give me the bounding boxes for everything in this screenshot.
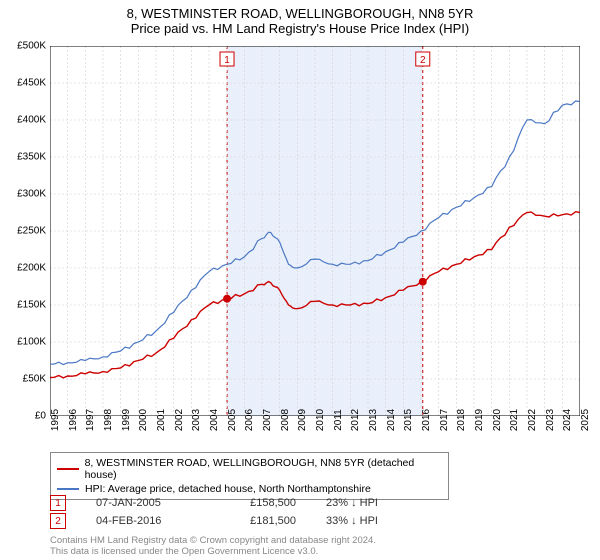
x-axis-label: 1999 bbox=[121, 409, 132, 431]
x-axis-label: 2019 bbox=[474, 409, 485, 431]
y-axis-label: £250K bbox=[17, 226, 46, 237]
x-axis-label: 2003 bbox=[191, 409, 202, 431]
legend-label: 8, WESTMINSTER ROAD, WELLINGBOROUGH, NN8… bbox=[85, 457, 442, 481]
x-axis-label: 1997 bbox=[85, 409, 96, 431]
marker-price: £158,500 bbox=[226, 497, 296, 509]
legend-item: 8, WESTMINSTER ROAD, WELLINGBOROUGH, NN8… bbox=[57, 456, 442, 482]
svg-text:1: 1 bbox=[224, 55, 230, 66]
x-axis-label: 1998 bbox=[103, 409, 114, 431]
x-axis-label: 2010 bbox=[315, 409, 326, 431]
y-axis-label: £150K bbox=[17, 300, 46, 311]
title-block: 8, WESTMINSTER ROAD, WELLINGBOROUGH, NN8… bbox=[0, 0, 600, 36]
marker-hpi-delta: 33% ↓ HPI bbox=[326, 515, 406, 527]
x-axis-label: 1995 bbox=[50, 409, 61, 431]
marker-badge: 2 bbox=[50, 513, 66, 529]
chart-title-address: 8, WESTMINSTER ROAD, WELLINGBOROUGH, NN8… bbox=[0, 6, 600, 21]
x-axis-label: 2012 bbox=[350, 409, 361, 431]
y-axis-label: £0 bbox=[35, 411, 46, 422]
x-axis-label: 2005 bbox=[227, 409, 238, 431]
x-axis-label: 2004 bbox=[209, 409, 220, 431]
chart-title-subtitle: Price paid vs. HM Land Registry's House … bbox=[0, 21, 600, 36]
x-axis-label: 2011 bbox=[333, 409, 344, 431]
legend: 8, WESTMINSTER ROAD, WELLINGBOROUGH, NN8… bbox=[50, 452, 449, 500]
x-axis-label: 1996 bbox=[68, 409, 79, 431]
x-axis-label: 2008 bbox=[280, 409, 291, 431]
marker-data-row: 2 04-FEB-2016 £181,500 33% ↓ HPI bbox=[50, 513, 406, 529]
x-axis-label: 2018 bbox=[456, 409, 467, 431]
legend-swatch bbox=[57, 468, 79, 470]
x-axis-label: 2007 bbox=[262, 409, 273, 431]
x-axis-label: 2009 bbox=[297, 409, 308, 431]
legend-item: HPI: Average price, detached house, Nort… bbox=[57, 482, 442, 496]
y-axis-label: £100K bbox=[17, 337, 46, 348]
x-axis-label: 2013 bbox=[368, 409, 379, 431]
marker-hpi-delta: 23% ↓ HPI bbox=[326, 497, 406, 509]
x-axis-label: 2024 bbox=[562, 409, 573, 431]
legend-label: HPI: Average price, detached house, Nort… bbox=[85, 483, 371, 495]
price-chart: 12 bbox=[50, 46, 580, 416]
x-axis-label: 2001 bbox=[156, 409, 167, 431]
marker-date: 04-FEB-2016 bbox=[96, 515, 196, 527]
x-axis-label: 2002 bbox=[174, 409, 185, 431]
footnote-line2: This data is licensed under the Open Gov… bbox=[50, 546, 376, 557]
x-axis-label: 2016 bbox=[421, 409, 432, 431]
x-axis-label: 2014 bbox=[386, 409, 397, 431]
x-axis-label: 2023 bbox=[545, 409, 556, 431]
y-axis-label: £500K bbox=[17, 41, 46, 52]
footnote-line1: Contains HM Land Registry data © Crown c… bbox=[50, 535, 376, 546]
x-axis-label: 2000 bbox=[138, 409, 149, 431]
y-axis-label: £350K bbox=[17, 152, 46, 163]
footnote: Contains HM Land Registry data © Crown c… bbox=[50, 535, 376, 558]
y-axis-label: £450K bbox=[17, 78, 46, 89]
y-axis-label: £200K bbox=[17, 263, 46, 274]
x-axis-label: 2025 bbox=[580, 409, 591, 431]
legend-swatch bbox=[57, 488, 79, 490]
marker-price: £181,500 bbox=[226, 515, 296, 527]
x-axis-label: 2017 bbox=[439, 409, 450, 431]
chart-area: 12 £0£50K£100K£150K£200K£250K£300K£350K£… bbox=[50, 46, 580, 416]
y-axis-label: £300K bbox=[17, 189, 46, 200]
x-axis-label: 2022 bbox=[527, 409, 538, 431]
svg-text:2: 2 bbox=[420, 55, 426, 66]
marker-badge: 1 bbox=[50, 495, 66, 511]
x-axis-label: 2015 bbox=[403, 409, 414, 431]
marker-data-row: 1 07-JAN-2005 £158,500 23% ↓ HPI bbox=[50, 495, 406, 511]
y-axis-label: £50K bbox=[23, 374, 46, 385]
marker-date: 07-JAN-2005 bbox=[96, 497, 196, 509]
x-axis-label: 2020 bbox=[492, 409, 503, 431]
chart-container: 8, WESTMINSTER ROAD, WELLINGBOROUGH, NN8… bbox=[0, 0, 600, 560]
x-axis-label: 2006 bbox=[244, 409, 255, 431]
x-axis-label: 2021 bbox=[509, 409, 520, 431]
y-axis-label: £400K bbox=[17, 115, 46, 126]
